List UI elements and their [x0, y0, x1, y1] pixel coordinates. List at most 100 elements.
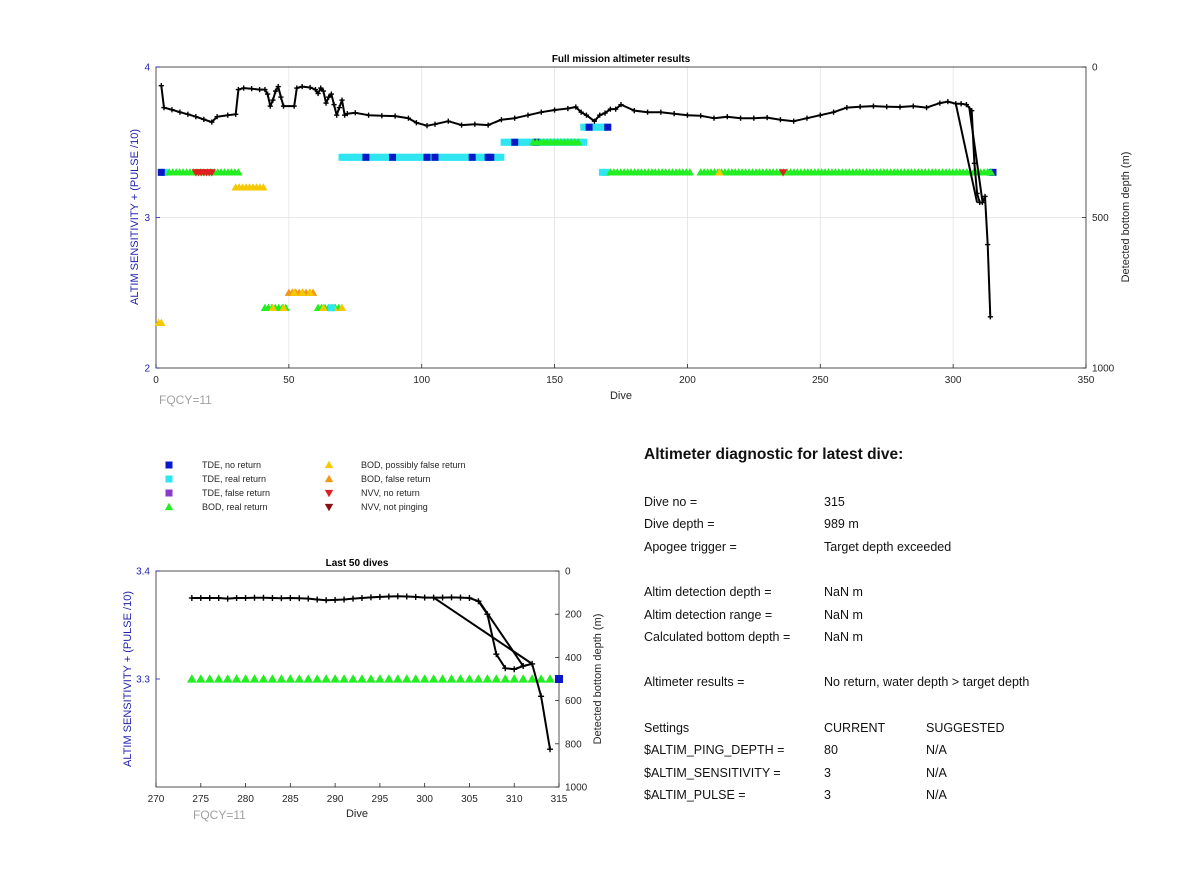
x-tick-label: 100: [413, 375, 430, 386]
pulse-current: 3: [824, 788, 831, 802]
x-tick-label: 315: [551, 794, 568, 805]
depth-point: [305, 595, 312, 602]
depth-point: [613, 106, 619, 112]
depth-point: [578, 109, 584, 115]
bod-real-return-marker: [574, 138, 583, 146]
bod-real-return-marker: [455, 674, 466, 683]
nvv-no-return-legend-icon: [324, 489, 334, 498]
y-left-tick-label: 3.4: [136, 567, 150, 578]
depth-point: [644, 109, 651, 115]
depth-point: [511, 666, 518, 673]
depth-point: [472, 121, 478, 127]
bod-real-return-marker: [536, 674, 546, 683]
depth-point: [249, 86, 255, 92]
bod-possibly-false-return-marker: [279, 303, 288, 311]
bod-real-return-marker: [384, 674, 394, 683]
sub-ticks: 270 275 280 285 290 295 300 305 310 315 3.3 3.4 0 200…: [136, 567, 588, 806]
depth-point: [498, 117, 505, 123]
y-right-tick-label: 500: [1092, 213, 1109, 224]
legend-item: NVV, not pinging: [324, 502, 428, 512]
y-right-tick-label: 0: [565, 567, 571, 578]
x-tick-label: 270: [148, 794, 165, 805]
depth-point: [201, 116, 207, 122]
sub-x-axis-label: Dive: [346, 808, 368, 820]
depth-point: [485, 122, 491, 128]
bod-possibly-false-return-marker: [268, 303, 278, 311]
legend-item: BOD, possibly false return: [324, 460, 466, 470]
x-tick-label: 310: [506, 794, 523, 805]
depth-point: [367, 594, 374, 601]
depth-point: [334, 112, 340, 118]
tde-no-return-marker: [555, 675, 563, 683]
main-x-axis-label: Dive: [610, 390, 632, 402]
bod-possibly-false-return-marker: [297, 288, 307, 296]
depth-point: [307, 84, 313, 91]
depth-point: [458, 122, 465, 128]
altim-detection-range-value: NaN m: [824, 608, 863, 622]
depth-point: [339, 97, 345, 103]
depth-point: [445, 118, 451, 124]
main-ticks: 0 50 100 150 200 250 300 350 2 3 4 0 500 1000: [144, 63, 1114, 387]
diagnostic-title: Altimeter diagnostic for latest dive:: [644, 446, 904, 463]
depth-line: [191, 595, 551, 750]
depth-point: [421, 594, 428, 601]
depth-point: [573, 104, 579, 110]
pulse-suggested: N/A: [926, 788, 947, 802]
x-tick-label: 50: [283, 375, 295, 386]
depth-point: [971, 160, 977, 166]
depth-point: [551, 107, 558, 113]
bod-possibly-false-return-marker: [319, 303, 328, 311]
depth-point: [342, 112, 348, 118]
x-tick-label: 300: [416, 794, 433, 805]
bod-real-return-marker: [518, 674, 528, 683]
sub-left-axis-label: ALTIM SENSITIVITY + (PULSE /10): [122, 591, 134, 767]
bod-possibly-false-return-marker: [289, 288, 299, 296]
nvv-no-return-marker: [778, 169, 788, 177]
legend-item: TDE, false return: [165, 488, 270, 498]
main-depth-track: [158, 83, 993, 320]
bod-real-return-marker: [464, 674, 475, 683]
depth-point: [520, 663, 527, 670]
depth-point: [224, 595, 231, 602]
y-right-tick-label: 200: [565, 610, 582, 621]
bod-real-return-marker: [195, 674, 206, 683]
bod-real-return-marker: [348, 674, 358, 683]
bod-real-return-marker: [986, 168, 996, 176]
depth-point: [969, 108, 975, 114]
bod-possibly-false-return-marker: [157, 318, 166, 326]
bod-real-return-marker: [375, 674, 385, 683]
depth-point: [233, 111, 239, 117]
bod-real-return-marker: [500, 674, 511, 683]
bod-real-return-marker: [187, 674, 197, 683]
tde-no-return-marker: [487, 153, 495, 161]
x-tick-label: 0: [153, 375, 159, 386]
depth-point: [169, 107, 175, 113]
depth-point: [684, 112, 691, 118]
depth-point: [982, 193, 988, 200]
y-left-tick-label: 2: [144, 364, 150, 375]
depth-point: [724, 114, 730, 120]
tde-no-return-marker: [585, 123, 593, 131]
tde-no-return-marker: [604, 123, 612, 131]
depth-point: [538, 109, 544, 115]
depth-point: [711, 115, 717, 121]
depth-point: [910, 103, 916, 109]
depth-point: [323, 100, 329, 106]
bod-real-return-marker: [258, 674, 269, 683]
depth-point: [291, 103, 297, 109]
bod-real-return-marker: [446, 674, 457, 683]
bod-real-return-marker: [339, 674, 349, 683]
depth-point: [493, 651, 500, 658]
tde-no-return-legend-icon: [165, 461, 173, 469]
sub-markers: [187, 674, 563, 683]
bod-real-return-marker: [249, 674, 260, 683]
y-left-tick-label: 3: [144, 213, 150, 224]
depth-point: [336, 105, 342, 111]
depth-point: [963, 102, 970, 108]
main-grid: [156, 67, 1086, 368]
main-fqcy-note: FQCY=11: [159, 393, 212, 407]
bod-real-return-marker: [366, 674, 376, 683]
bod-real-return-marker: [357, 674, 367, 683]
bod-real-return-marker: [240, 674, 251, 683]
tde-real-return-marker: [602, 168, 610, 176]
